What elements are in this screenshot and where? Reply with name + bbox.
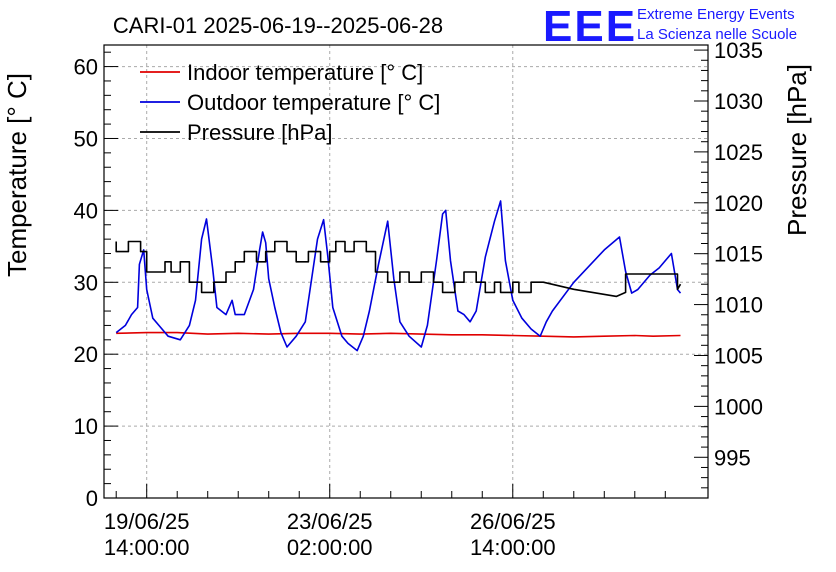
y-tick-label: 0	[86, 486, 98, 511]
x-tick-label-date: 23/06/25	[287, 509, 373, 534]
logo-mark: EEE	[543, 2, 637, 51]
axes: 0102030405060995100010051010101510201025…	[74, 38, 763, 560]
legend-label-pressure: Pressure [hPa]	[187, 120, 333, 145]
y-tick-label: 10	[74, 414, 98, 439]
y2-tick-label: 1020	[714, 191, 763, 216]
series-line-outdoor	[115, 200, 682, 352]
x-tick-label-date: 26/06/25	[470, 509, 556, 534]
y-tick-label: 60	[74, 55, 98, 80]
series-line-indoor	[116, 331, 681, 338]
y2-tick-label: 1025	[714, 140, 763, 165]
y2-tick-label: 995	[714, 445, 751, 470]
y2-tick-label: 1000	[714, 394, 763, 419]
y-tick-label: 50	[74, 126, 98, 151]
y-tick-label: 40	[74, 198, 98, 223]
grid	[104, 45, 708, 498]
series-line-pressure	[115, 240, 682, 298]
y2-tick-label: 1010	[714, 293, 763, 318]
x-tick-label-time: 14:00:00	[104, 535, 190, 560]
y-axis-title: Temperature [° C]	[2, 73, 32, 277]
chart-title: CARI-01 2025-06-19--2025-06-28	[113, 13, 443, 38]
y2-tick-label: 1015	[714, 242, 763, 267]
x-tick-label-time: 02:00:00	[287, 535, 373, 560]
logo-line-2: La Scienza nelle Scuole	[637, 26, 797, 43]
y2-tick-label: 1005	[714, 343, 763, 368]
series-layer	[115, 200, 682, 352]
y2-axis-title: Pressure [hPa]	[782, 64, 812, 236]
legend-label-indoor: Indoor temperature [° C]	[187, 60, 423, 85]
legend-label-outdoor: Outdoor temperature [° C]	[187, 90, 440, 115]
plot-frame	[103, 44, 709, 499]
legend: Indoor temperature [° C] Outdoor tempera…	[140, 60, 440, 145]
x-tick-label-time: 14:00:00	[470, 535, 556, 560]
logo-line-1: Extreme Energy Events	[637, 6, 795, 23]
y2-tick-label: 1030	[714, 89, 763, 114]
eee-logo: EEE Extreme Energy Events La Scienza nel…	[543, 2, 797, 51]
y-tick-label: 30	[74, 270, 98, 295]
y-tick-label: 20	[74, 342, 98, 367]
y2-tick-label: 1035	[714, 38, 763, 63]
x-tick-label-date: 19/06/25	[104, 509, 190, 534]
